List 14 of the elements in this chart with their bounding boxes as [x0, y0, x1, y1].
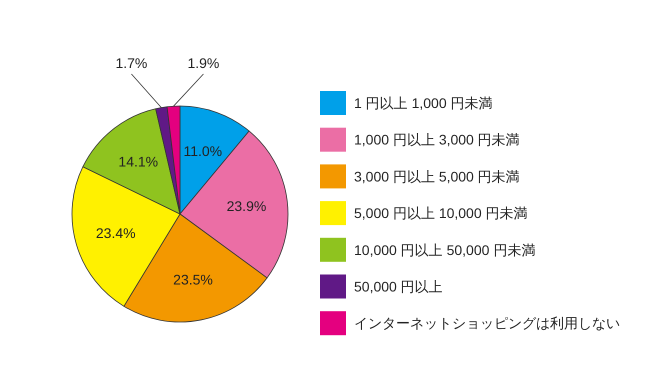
data-label: 23.9% — [226, 198, 266, 214]
legend-label: 10,000 円以上 50,000 円未満 — [354, 242, 536, 258]
data-label: 23.4% — [96, 224, 136, 241]
legend-label: 1 円以上 1,000 円未満 — [354, 95, 492, 111]
data-label: 1.9% — [187, 55, 220, 71]
data-label: 11.0% — [183, 143, 222, 160]
legend-label: 3,000 円以上 5,000 円未満 — [354, 168, 520, 184]
data-label: 1.7% — [115, 55, 148, 71]
data-label: 14.1% — [118, 154, 158, 170]
legend-label: 50,000 円以上 — [354, 278, 443, 294]
legend-label: 5,000 円以上 10,000 円未満 — [354, 205, 528, 222]
legend-label: 1,000 円以上 3,000 円未満 — [354, 132, 520, 148]
legend-label: インターネットショッピングは利用しない — [354, 315, 620, 332]
data-label: 23.5% — [173, 272, 213, 288]
